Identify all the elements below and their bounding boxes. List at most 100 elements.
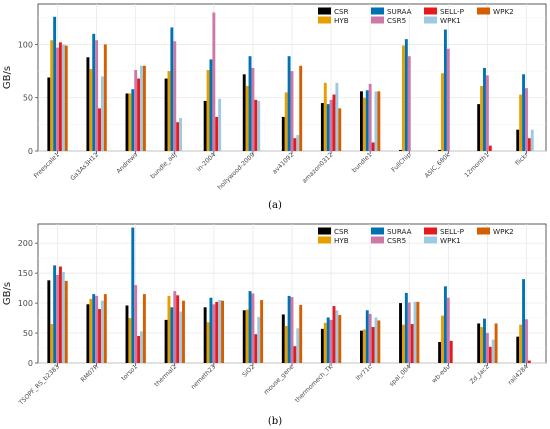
- legend-item: SURAA: [371, 227, 412, 236]
- bar-suraa: [287, 56, 291, 152]
- bar-wpk1: [530, 129, 534, 151]
- bar-suraa: [248, 291, 252, 363]
- bar-suraa: [131, 89, 135, 151]
- bar-csr: [281, 116, 285, 151]
- legend-swatch: [371, 236, 384, 244]
- bar-hyb: [519, 94, 523, 151]
- bar-wpk1: [296, 328, 300, 363]
- bar-csr5: [56, 47, 59, 151]
- chart-2: 0 50 100 150 200 GB/s TSOPF_RS_b2383 RM07R torso…: [2, 223, 547, 427]
- bar-wpk1: [491, 339, 495, 363]
- bar-csr5: [212, 304, 216, 363]
- bar-sell-p: [254, 99, 258, 151]
- bar-sell-p: [58, 42, 62, 151]
- bar-csr: [516, 129, 520, 151]
- bar-wpk2: [494, 323, 498, 363]
- bar-wpk2: [377, 91, 381, 151]
- bar-csr5: [95, 40, 99, 151]
- bar-suraa: [131, 227, 135, 363]
- y-axis-label: GB/s: [2, 66, 13, 89]
- bar-suraa: [209, 297, 213, 363]
- legend-swatch: [371, 227, 384, 235]
- bar-hyb: [167, 71, 171, 151]
- legend-item: CSR5: [371, 16, 406, 25]
- x-tick-label: SiO2: [241, 363, 256, 378]
- y-tick-label: 200: [18, 239, 33, 248]
- y-tick-label: 100: [18, 299, 33, 308]
- bar-wpk1: [140, 65, 143, 151]
- bar-csr5: [212, 12, 216, 151]
- legend-label: CSR: [334, 227, 349, 236]
- bar-wpk1: [257, 316, 261, 363]
- bar-csr5: [173, 291, 177, 363]
- x-tick-label: Freescale1: [33, 151, 61, 179]
- bar-suraa: [92, 294, 96, 363]
- bar-suraa: [522, 74, 526, 151]
- bar-wpk2: [338, 315, 342, 363]
- legend-swatch: [318, 227, 331, 235]
- bar-csr: [242, 310, 246, 363]
- x-tick-label: mouse_gene: [263, 363, 296, 396]
- bar-wpk2: [142, 65, 146, 151]
- bar-hyb: [323, 322, 327, 363]
- bar-wpk1: [374, 91, 378, 151]
- x-tick-label: hollywood-2009: [216, 151, 256, 191]
- bar-wpk1: [179, 117, 183, 151]
- legend-swatch: [318, 236, 331, 244]
- legend-swatch: [318, 7, 331, 15]
- x-tick-label: lhr71c: [355, 363, 374, 382]
- bar-wpk2: [142, 294, 146, 363]
- bar-csr5: [329, 99, 333, 151]
- bar-suraa: [53, 16, 57, 151]
- chart-1: 0 50 100 GB/s Freescale1 Ga3As3H12 Andrews bund…: [2, 3, 547, 211]
- bar-csr5: [134, 285, 138, 363]
- x-tick-label: spal_004: [388, 363, 412, 387]
- legend-label: WPK1: [440, 236, 461, 245]
- bar-csr5: [290, 71, 294, 151]
- bar-csr: [477, 104, 481, 151]
- bar-csr: [360, 330, 363, 363]
- bar-hyb: [323, 82, 327, 151]
- bar-suraa: [365, 90, 369, 151]
- x-tick-label: Andrews: [115, 151, 139, 175]
- bar-wpk2: [299, 304, 303, 363]
- bar-suraa: [483, 318, 486, 363]
- bar-hyb: [441, 73, 444, 151]
- bar-csr5: [95, 295, 99, 363]
- legend-swatch: [371, 7, 384, 15]
- bar-wpk1: [61, 44, 65, 152]
- bar-csr5: [446, 297, 450, 363]
- bar-csr: [399, 149, 402, 151]
- bar-sell-p: [332, 94, 336, 151]
- x-tick-label: in-2004: [196, 151, 218, 173]
- bar-sell-p: [176, 295, 180, 363]
- x-tick-label: thermal2: [153, 363, 178, 388]
- bar-wpk2: [338, 108, 342, 151]
- legend-item: WPK1: [424, 16, 461, 25]
- bar-csr5: [368, 83, 372, 151]
- legend-item: WPK2: [477, 227, 514, 236]
- bar-wpk1: [413, 301, 417, 363]
- bar-csr: [86, 57, 90, 152]
- legend-item: SELL-P: [424, 7, 465, 16]
- legend-item: HYB: [318, 16, 349, 25]
- bar-csr: [86, 304, 90, 363]
- legend-label: SELL-P: [440, 227, 465, 236]
- legend-label: CSR: [334, 7, 349, 16]
- legend-label: CSR5: [387, 16, 406, 25]
- bar-sell-p: [449, 340, 453, 363]
- bar-hyb: [167, 295, 171, 363]
- legend-swatch: [371, 16, 384, 24]
- bar-wpk2: [64, 45, 68, 151]
- bar-csr5: [407, 302, 411, 363]
- bar-wpk1: [374, 317, 378, 363]
- y-tick-label: 150: [18, 269, 33, 278]
- bar-suraa: [287, 295, 291, 363]
- x-tick-label: RM07R: [80, 363, 101, 384]
- bar-sell-p: [176, 122, 180, 151]
- bar-sell-p: [371, 327, 375, 363]
- bar-suraa: [522, 279, 526, 363]
- bar-wpk2: [64, 280, 68, 363]
- bar-hyb: [206, 70, 210, 151]
